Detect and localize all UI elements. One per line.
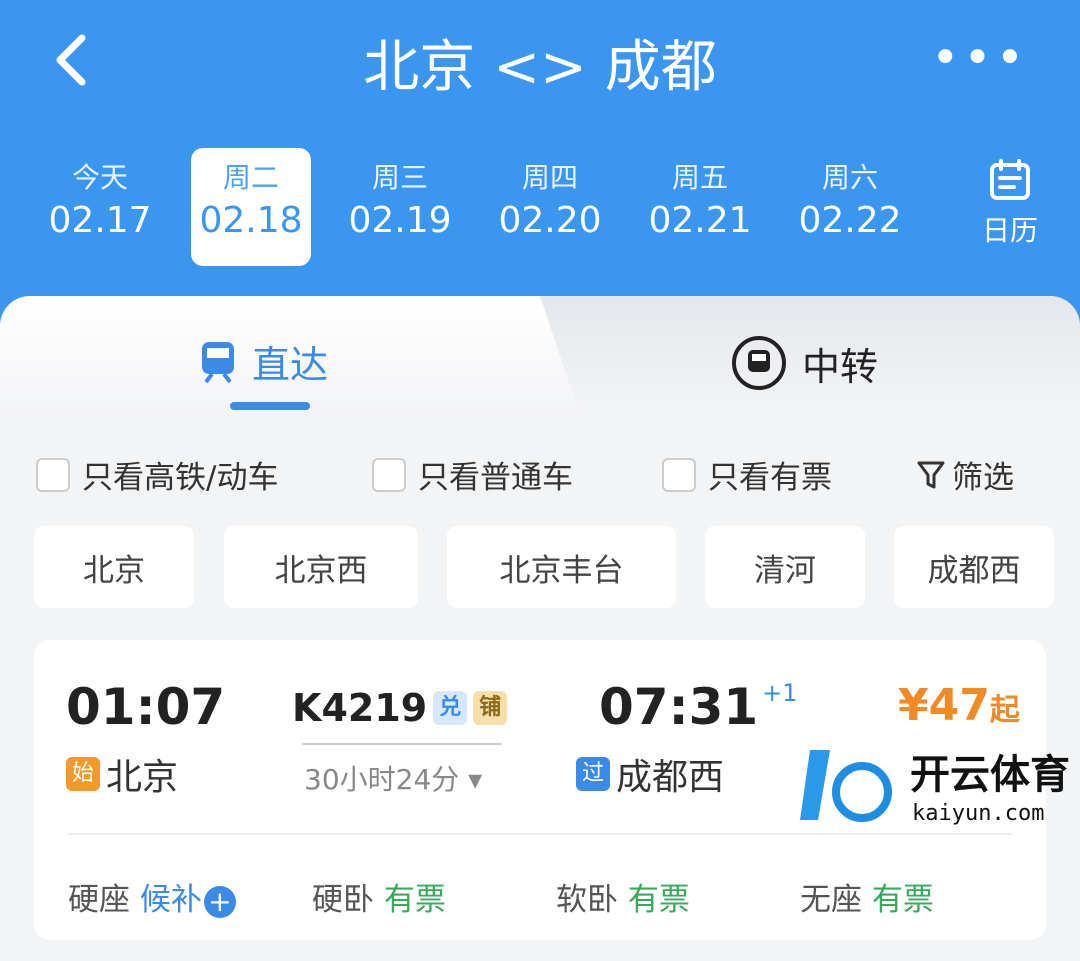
price-value: ¥47	[898, 680, 990, 731]
date-day: 周五	[671, 161, 728, 194]
date-item[interactable]: 周五 02.21	[640, 148, 760, 266]
plus-circle-icon[interactable]: +	[203, 885, 236, 918]
station-chip[interactable]: 清河	[705, 526, 865, 608]
seat-type: 硬座	[68, 882, 130, 918]
dest-name: 成都西	[616, 757, 725, 798]
tab-label: 直达	[252, 343, 329, 387]
origin-station: 始北京	[66, 748, 178, 800]
price-suffix: 起	[989, 693, 1020, 728]
header: 北京 <> 成都 •••	[0, 0, 1080, 140]
page-title: 北京 <> 成都	[363, 35, 717, 100]
seat-status: 候补	[139, 882, 202, 918]
date-item[interactable]: 今天 02.17	[40, 148, 160, 266]
caret-down-icon: ▾	[468, 763, 483, 796]
date-value: 02.17	[48, 200, 152, 241]
tab-direct[interactable]: 直达	[198, 334, 328, 389]
seat-type: 软卧	[556, 882, 618, 918]
checkbox-label: 只看高铁/动车	[82, 460, 279, 496]
tab-transfer[interactable]: 中转	[730, 334, 878, 392]
filter-available-checkbox[interactable]: 只看有票	[662, 452, 832, 497]
content-sheet: 直达 中转 只看高铁/动车 只看普通车 只看有票 筛选 北京 北京西 北京丰台 …	[0, 296, 1080, 961]
checkbox[interactable]	[372, 457, 406, 492]
date-item[interactable]: 周三 02.19	[340, 148, 460, 266]
watermark-logo: 开云体育 kaiyun.com	[800, 740, 1070, 830]
filter-icon	[917, 461, 945, 488]
origin-tag: 始	[66, 757, 100, 791]
train-icon	[202, 341, 234, 383]
transfer-train-icon	[732, 336, 786, 390]
calendar-icon	[990, 159, 1030, 200]
filter-high-speed-checkbox[interactable]: 只看高铁/动车	[36, 452, 278, 497]
seat-soft-sleeper[interactable]: 软卧 有票	[556, 874, 690, 919]
seat-no-seat[interactable]: 无座 有票	[800, 874, 934, 919]
duration: 30小时24分	[304, 763, 460, 796]
dest-tag: 过	[576, 757, 610, 791]
exchange-badge: 兑	[433, 691, 468, 725]
active-tab-indicator	[230, 402, 310, 410]
station-chip[interactable]: 北京丰台	[447, 526, 676, 608]
date-item-selected[interactable]: 周二 02.18	[191, 148, 311, 266]
filter-normal-train-checkbox[interactable]: 只看普通车	[372, 452, 573, 497]
day-offset: +1	[762, 679, 798, 707]
divider	[68, 833, 1012, 835]
berth-badge: 铺	[473, 691, 508, 725]
seat-type: 无座	[800, 882, 862, 918]
seat-hard-seat[interactable]: 硬座 候补 +	[68, 874, 236, 919]
checkbox[interactable]	[36, 457, 70, 492]
date-day: 周四	[521, 161, 578, 194]
date-value: 02.19	[348, 200, 452, 241]
origin-name: 北京	[106, 757, 179, 798]
date-value: 02.21	[648, 200, 752, 241]
back-button[interactable]	[50, 30, 90, 105]
checkbox-label: 只看普通车	[418, 460, 573, 496]
checkbox[interactable]	[662, 457, 696, 492]
arrive-time-row: 07:31 +1	[599, 678, 798, 736]
tab-transfer-bg	[540, 296, 1080, 416]
train-number-row: K4219 兑 铺	[292, 686, 508, 730]
kaiyun-logo: 开云体育 kaiyun.com	[800, 750, 1070, 826]
date-day: 周二	[222, 161, 279, 194]
train-card[interactable]: 01:07 K4219 兑 铺 30小时24分 ▾ 07:31 +1 ¥47起 …	[34, 640, 1046, 940]
price: ¥47起	[898, 680, 1020, 731]
date-day: 今天	[71, 161, 128, 194]
filter-bar: 只看高铁/动车 只看普通车 只看有票 筛选	[0, 446, 1080, 496]
svg-text:开云体育: 开云体育	[910, 752, 1070, 798]
calendar-button[interactable]: 日历	[965, 158, 1055, 249]
svg-text:kaiyun.com: kaiyun.com	[912, 801, 1044, 826]
date-value: 02.20	[498, 200, 602, 241]
tab-direct-bg	[0, 296, 580, 416]
checkbox-label: 只看有票	[708, 460, 832, 496]
station-chip[interactable]: 北京	[34, 526, 194, 608]
seat-hard-sleeper[interactable]: 硬卧 有票	[312, 874, 446, 919]
train-number: K4219	[292, 686, 428, 730]
dest-station: 过成都西	[576, 748, 724, 800]
duration-line	[302, 743, 502, 745]
chevron-left-icon	[56, 34, 86, 86]
date-selector: 今天 02.17 周二 02.18 周三 02.19 周四 02.20 周五 02.21 …	[0, 148, 1080, 268]
more-horizontal-icon: •••	[931, 30, 1028, 86]
duration-toggle[interactable]: 30小时24分 ▾	[304, 758, 482, 798]
arrive-time: 07:31	[599, 678, 759, 736]
depart-time: 01:07	[66, 678, 226, 736]
date-value: 02.18	[199, 200, 303, 241]
date-item[interactable]: 周四 02.20	[490, 148, 610, 266]
tab-label: 中转	[802, 344, 879, 389]
calendar-label: 日历	[981, 214, 1038, 247]
date-day: 周三	[371, 161, 428, 194]
seat-type: 硬卧	[312, 882, 374, 918]
date-day: 周六	[821, 161, 878, 194]
seat-status: 有票	[383, 882, 446, 918]
seat-status: 有票	[627, 882, 690, 918]
filter-button[interactable]: 筛选	[916, 452, 1014, 497]
filter-label: 筛选	[952, 460, 1014, 496]
station-chip[interactable]: 成都西	[894, 526, 1054, 608]
seat-status: 有票	[871, 882, 934, 918]
more-button[interactable]: •••	[931, 30, 1028, 86]
date-item[interactable]: 周六 02.22	[790, 148, 910, 266]
date-value: 02.22	[798, 200, 902, 241]
station-chip[interactable]: 北京西	[224, 526, 418, 608]
